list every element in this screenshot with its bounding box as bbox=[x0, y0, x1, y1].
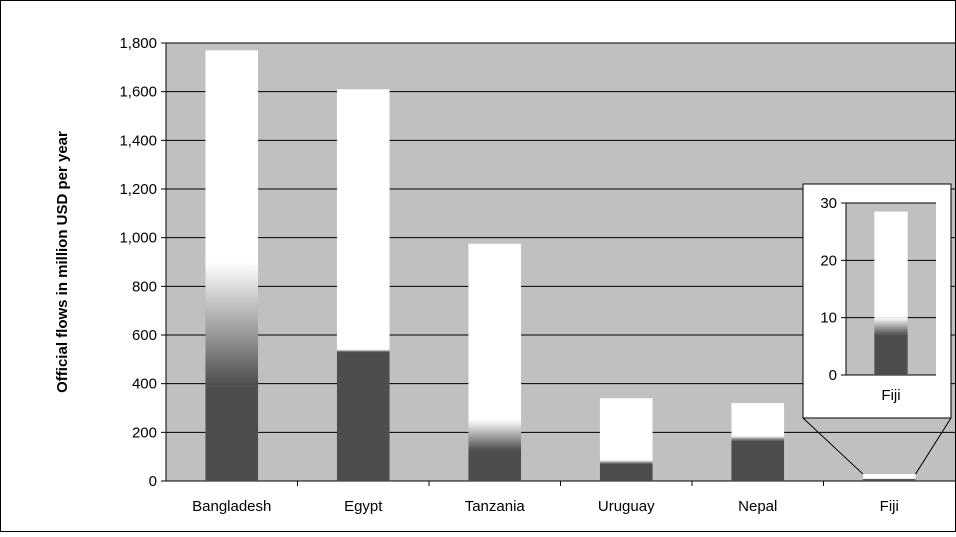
inset-y-tick-label: 20 bbox=[820, 252, 837, 269]
bar-segment-gradient bbox=[599, 460, 653, 464]
bar-segment-gradient bbox=[862, 478, 916, 480]
inset-chart: 0 10 20 30 Fiji bbox=[802, 183, 952, 419]
y-axis-label: Official flows in million USD per year bbox=[54, 131, 71, 393]
category-label: Nepal bbox=[738, 498, 777, 515]
inset-y-tick-label: 30 bbox=[820, 195, 837, 212]
bar-segment-dark bbox=[862, 479, 916, 481]
inset-bar-segment-gradient bbox=[874, 317, 908, 335]
inset-category-label: Fiji bbox=[881, 387, 900, 404]
main-plot-area: 02004006008001,0001,2001,4001,6001,800Ba… bbox=[119, 35, 955, 515]
inset-bar-segment-white bbox=[874, 211, 908, 318]
inset-y-tick-label: 0 bbox=[829, 367, 837, 384]
bar-segment-white bbox=[205, 50, 259, 262]
category-label: Uruguay bbox=[598, 498, 655, 515]
y-tick-label: 1,200 bbox=[119, 181, 157, 198]
y-tick-label: 400 bbox=[132, 376, 157, 393]
bar-segment-white bbox=[731, 403, 785, 436]
bar-segment-white bbox=[468, 243, 522, 421]
bar-segment-gradient bbox=[336, 349, 390, 353]
inset-callout-lines bbox=[802, 417, 952, 475]
y-tick-label: 1,600 bbox=[119, 84, 157, 101]
bar-segment-gradient bbox=[468, 420, 522, 451]
y-tick-label: 800 bbox=[132, 278, 157, 295]
category-label: Egypt bbox=[344, 498, 383, 515]
y-tick-label: 200 bbox=[132, 424, 157, 441]
category-label: Tanzania bbox=[465, 498, 526, 515]
bar-segment-dark bbox=[731, 440, 785, 481]
category-label: Fiji bbox=[880, 498, 899, 515]
bar-segment-dark bbox=[599, 463, 653, 481]
y-tick-label: 1,800 bbox=[119, 35, 157, 52]
bar-segment-gradient bbox=[205, 262, 259, 387]
bar-segment-white bbox=[862, 474, 916, 479]
y-tick-label: 0 bbox=[149, 473, 157, 490]
bar-segment-dark bbox=[205, 386, 259, 481]
category-label: Bangladesh bbox=[192, 498, 271, 515]
inset-bar-segment-dark bbox=[874, 334, 908, 375]
callout-line-left bbox=[802, 417, 864, 475]
bar-segment-white bbox=[336, 89, 390, 350]
y-tick-label: 1,000 bbox=[119, 230, 157, 247]
bar-segment-dark bbox=[468, 450, 522, 481]
y-tick-label: 1,400 bbox=[119, 132, 157, 149]
y-tick-label: 600 bbox=[132, 327, 157, 344]
bar-segment-dark bbox=[336, 352, 390, 481]
bar-segment-white bbox=[599, 398, 653, 461]
inset-y-tick-label: 10 bbox=[820, 310, 837, 327]
bar-segment-gradient bbox=[731, 435, 785, 441]
callout-line-right bbox=[915, 417, 952, 475]
